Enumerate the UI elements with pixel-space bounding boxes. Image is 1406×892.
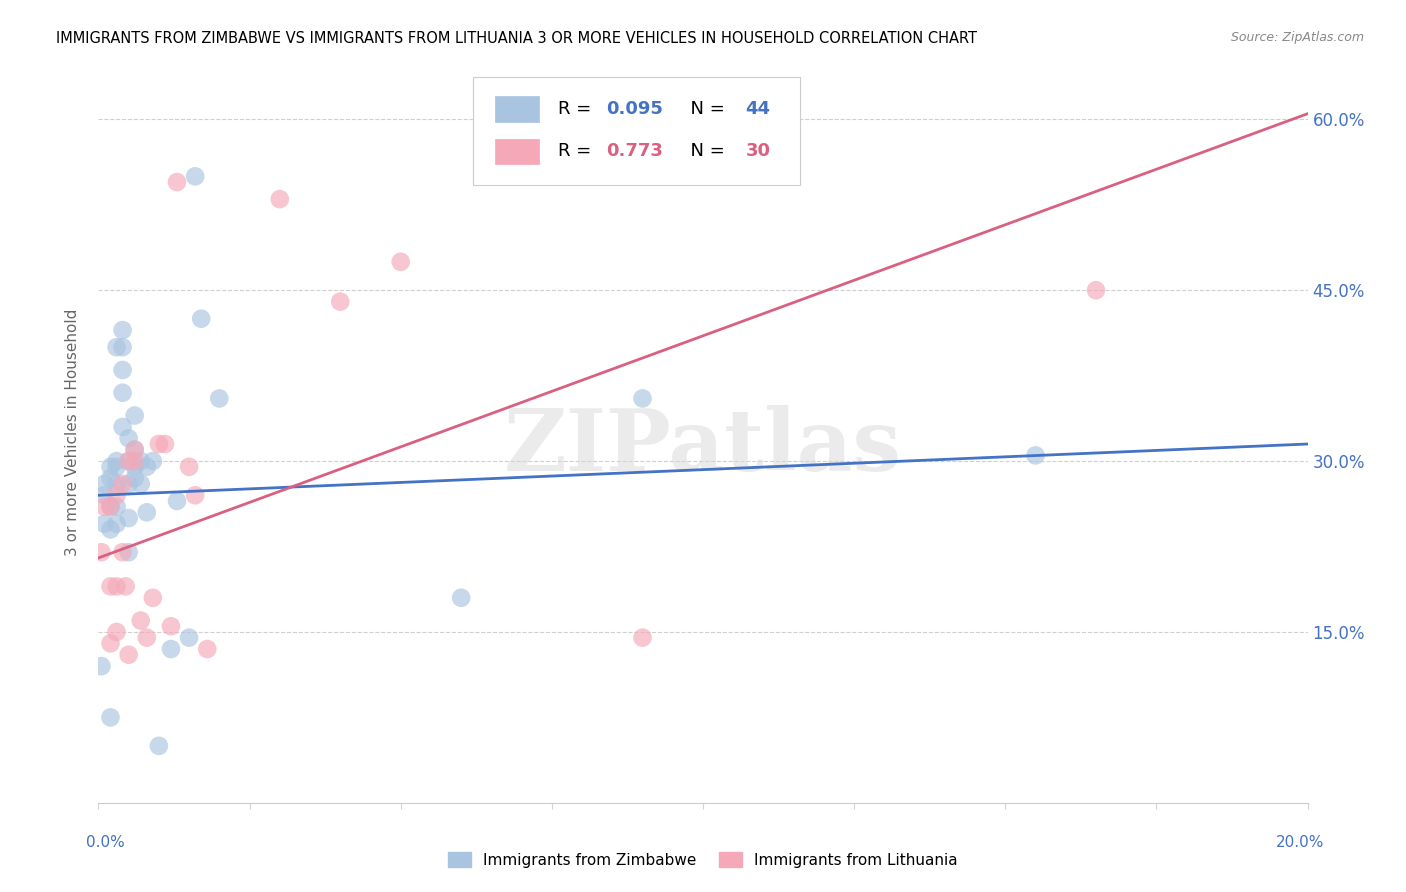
Point <box>111 323 134 337</box>
Point <box>100 500 122 514</box>
Point <box>111 385 134 400</box>
FancyBboxPatch shape <box>495 96 538 121</box>
Point <box>105 500 128 514</box>
Text: IMMIGRANTS FROM ZIMBABWE VS IMMIGRANTS FROM LITHUANIA 3 OR MORE VEHICLES IN HOUS: IMMIGRANTS FROM ZIMBABWE VS IMMIGRANTS F… <box>56 31 977 46</box>
Text: 0.095: 0.095 <box>606 100 664 118</box>
Point <box>111 476 134 491</box>
Point <box>93 500 115 514</box>
Point <box>195 642 218 657</box>
Point <box>1024 449 1046 463</box>
Text: R =: R = <box>558 143 598 161</box>
Point <box>93 516 115 531</box>
Point <box>100 500 122 514</box>
Text: ZIPatlas: ZIPatlas <box>503 406 903 490</box>
FancyBboxPatch shape <box>495 138 538 164</box>
Point <box>105 624 128 639</box>
Point <box>105 459 128 474</box>
Point <box>105 516 128 531</box>
Point <box>1085 283 1108 297</box>
Point <box>179 631 201 645</box>
Text: 0.0%: 0.0% <box>86 836 125 850</box>
Point <box>105 340 128 354</box>
Point <box>450 591 472 605</box>
Point <box>142 591 165 605</box>
Point <box>100 579 122 593</box>
Point <box>100 636 122 650</box>
Point <box>100 459 122 474</box>
Text: N =: N = <box>679 143 730 161</box>
Text: 20.0%: 20.0% <box>1277 836 1324 850</box>
Point <box>118 454 141 468</box>
Point <box>329 294 352 309</box>
Point <box>190 311 212 326</box>
Point <box>129 476 152 491</box>
Point <box>148 437 170 451</box>
Point <box>389 254 412 268</box>
Point <box>105 579 128 593</box>
Point <box>142 454 165 468</box>
Point <box>179 459 201 474</box>
Point <box>148 739 170 753</box>
Point <box>135 505 157 519</box>
Point <box>105 488 128 502</box>
Point <box>118 511 141 525</box>
Point <box>124 454 146 468</box>
Point <box>114 579 136 593</box>
Point <box>166 175 188 189</box>
Point <box>118 545 141 559</box>
Point <box>160 642 183 657</box>
Text: N =: N = <box>679 100 730 118</box>
Point <box>111 363 134 377</box>
Point <box>124 409 146 423</box>
Text: R =: R = <box>558 100 598 118</box>
Point <box>160 619 183 633</box>
Y-axis label: 3 or more Vehicles in Household: 3 or more Vehicles in Household <box>65 309 80 557</box>
Point <box>111 340 134 354</box>
Point <box>100 523 122 537</box>
Point <box>166 494 188 508</box>
Point <box>118 648 141 662</box>
Point <box>124 442 146 457</box>
Point <box>184 488 207 502</box>
Point <box>105 476 128 491</box>
Point <box>93 476 115 491</box>
Point <box>124 471 146 485</box>
Point <box>93 488 115 502</box>
Point <box>90 545 112 559</box>
Point <box>631 631 654 645</box>
Point <box>118 476 141 491</box>
Text: 0.773: 0.773 <box>606 143 664 161</box>
Point <box>90 659 112 673</box>
Text: Source: ZipAtlas.com: Source: ZipAtlas.com <box>1230 31 1364 45</box>
Point <box>105 454 128 468</box>
Legend: Immigrants from Zimbabwe, Immigrants from Lithuania: Immigrants from Zimbabwe, Immigrants fro… <box>440 844 966 875</box>
Point <box>135 459 157 474</box>
Point <box>118 454 141 468</box>
Point <box>135 631 157 645</box>
Point <box>129 614 152 628</box>
Point <box>208 392 231 406</box>
Point <box>111 545 134 559</box>
Text: 30: 30 <box>745 143 770 161</box>
Point <box>118 431 141 445</box>
Point <box>153 437 176 451</box>
Point <box>269 192 291 206</box>
Text: 44: 44 <box>745 100 770 118</box>
Point <box>631 392 654 406</box>
Point <box>100 471 122 485</box>
Point <box>100 710 122 724</box>
Point <box>124 442 146 457</box>
Point <box>111 420 134 434</box>
Point <box>129 454 152 468</box>
FancyBboxPatch shape <box>474 78 800 185</box>
Point <box>124 459 146 474</box>
Point <box>184 169 207 184</box>
